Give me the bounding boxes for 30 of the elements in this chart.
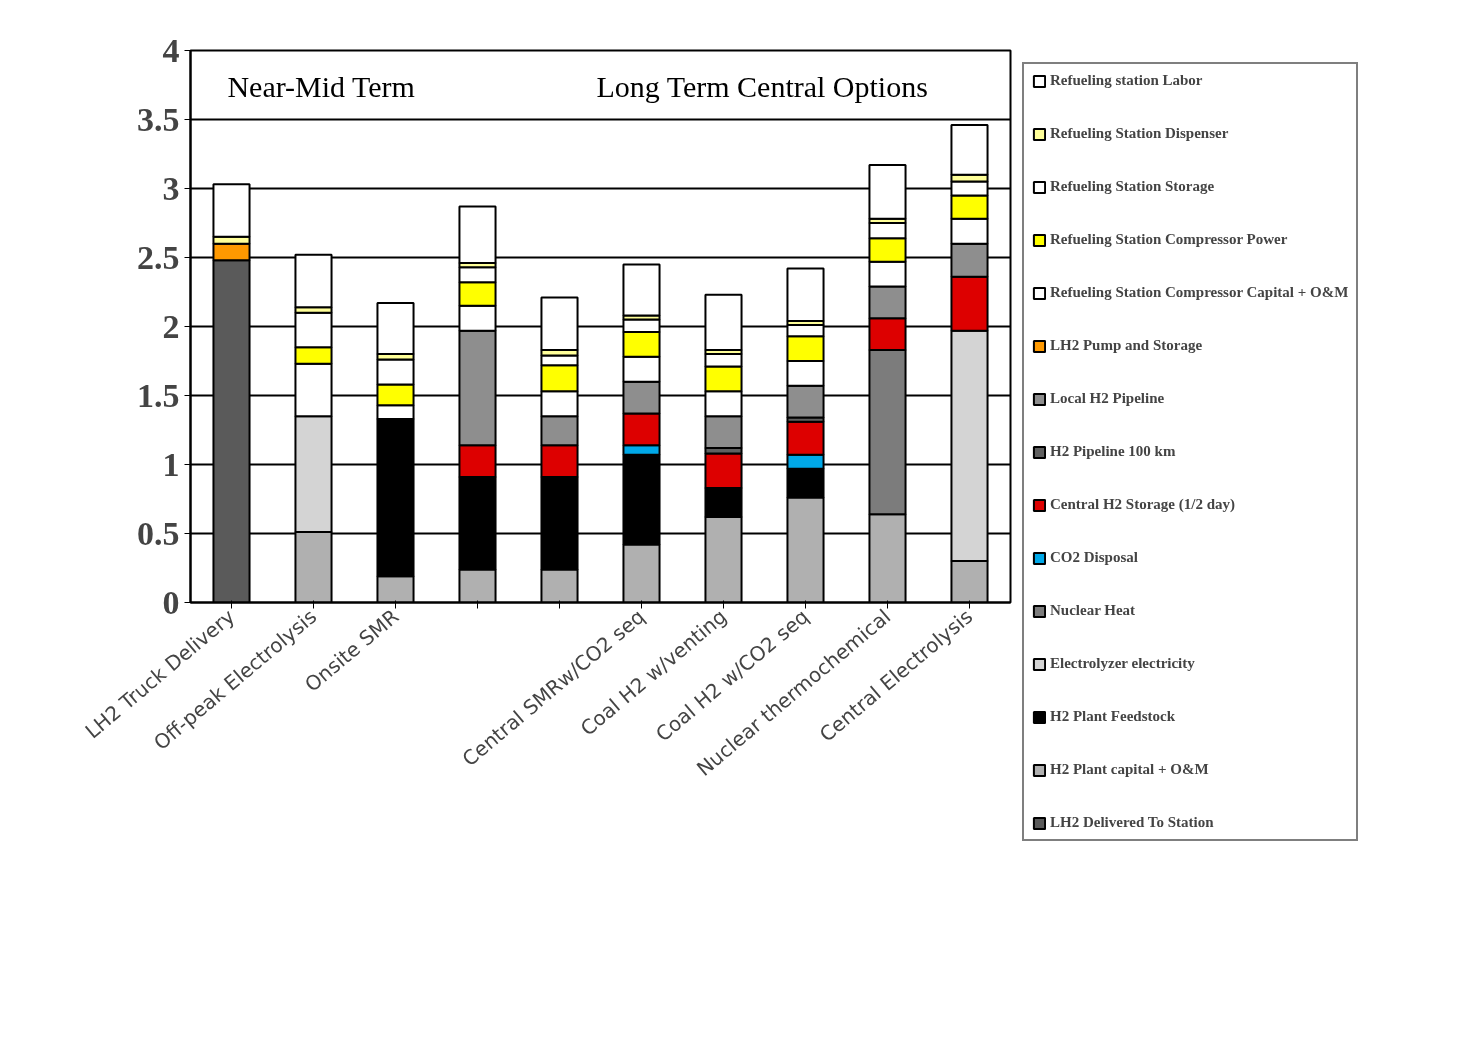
- legend-label: Refueling Station Dispenser: [1050, 125, 1229, 142]
- bar: [458, 205, 497, 265]
- legend-label: Central H2 Storage (1/2 day): [1050, 496, 1235, 513]
- legend-label: Refueling Station Storage: [1050, 178, 1215, 195]
- legend-label: H2 Pipeline 100 km: [1050, 443, 1176, 460]
- legend-label: H2 Plant capital + O&M: [1050, 761, 1209, 778]
- bar: [868, 164, 907, 220]
- legend-label: Local H2 Pipeline: [1050, 390, 1165, 407]
- bar: [704, 293, 743, 351]
- y-tick-label: 2: [162, 307, 180, 345]
- legend-label: Refueling Station Compressor Capital + O&M: [1050, 284, 1349, 301]
- legend-label: Refueling station Labor: [1050, 72, 1203, 89]
- y-tick-label: 2.5: [137, 238, 180, 276]
- y-tick-label: 1: [162, 445, 180, 483]
- y-tick-label: 3.5: [137, 100, 180, 138]
- legend-label: Electrolyzer electricity: [1050, 655, 1195, 672]
- legend-label: H2 Plant Feedstock: [1050, 708, 1175, 725]
- legend-label: LH2 Delivered To Station: [1050, 814, 1214, 831]
- legend-label: LH2 Pump and Storage: [1050, 337, 1203, 354]
- y-tick-label: 3: [162, 169, 180, 207]
- y-tick-label: 0.5: [137, 514, 180, 552]
- legend-label: Refueling Station Compressor Power: [1050, 231, 1288, 248]
- legend-label: Nuclear Heat: [1050, 602, 1136, 619]
- y-tick-label: 1.5: [137, 376, 180, 414]
- legend-label: CO2 Disposal: [1050, 549, 1138, 566]
- y-tick-label: 4: [162, 31, 180, 69]
- annotation: Long Term Central Options: [596, 69, 928, 103]
- bar: [622, 263, 661, 317]
- annotation: Near-Mid Term: [227, 69, 415, 103]
- bar: [786, 267, 825, 322]
